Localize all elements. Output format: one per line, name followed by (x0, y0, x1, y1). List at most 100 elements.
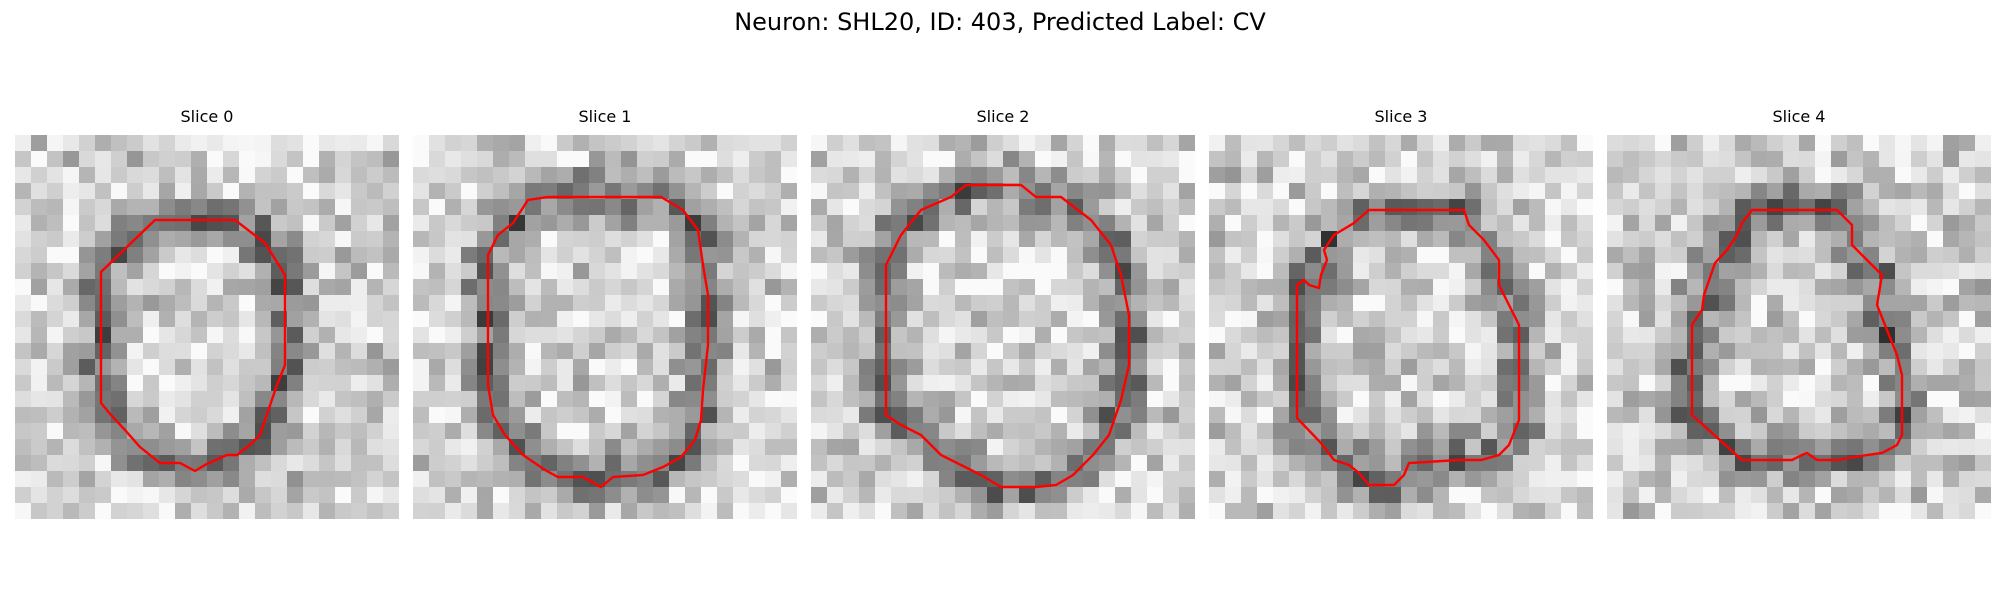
pixel (445, 487, 462, 504)
pixel (987, 151, 1004, 168)
pixel (1067, 359, 1084, 376)
pixel (63, 439, 80, 456)
pixel (367, 423, 384, 440)
pixel (1719, 151, 1736, 168)
pixel (477, 279, 494, 296)
pixel (1337, 327, 1354, 344)
pixel (445, 343, 462, 360)
pixel (1401, 327, 1418, 344)
pixel (1449, 487, 1466, 504)
pixel (1561, 455, 1578, 472)
pixel (1943, 231, 1960, 248)
pixel (1257, 279, 1274, 296)
pixel (1671, 215, 1688, 232)
pixel (1179, 375, 1195, 392)
pixel (207, 311, 224, 328)
pixel (1607, 391, 1624, 408)
pixel (1879, 135, 1896, 152)
pixel (1497, 455, 1514, 472)
pixel (1799, 359, 1816, 376)
pixel (159, 263, 176, 280)
pixel (303, 167, 320, 184)
pixel (47, 359, 64, 376)
pixel (509, 279, 526, 296)
pixel (859, 487, 876, 504)
pixel (843, 295, 860, 312)
pixel (111, 215, 128, 232)
pixel (1655, 503, 1672, 519)
pixel (1943, 247, 1960, 264)
pixel (1927, 263, 1944, 280)
pixel (1067, 215, 1084, 232)
pixel (1703, 135, 1720, 152)
pixel (1529, 135, 1546, 152)
pixel (239, 375, 256, 392)
pixel (1433, 295, 1450, 312)
pixel (1513, 135, 1530, 152)
pixel (765, 135, 782, 152)
pixel (1847, 439, 1864, 456)
pixel (1273, 279, 1290, 296)
pixel (351, 439, 368, 456)
pixel (891, 263, 908, 280)
pixel (1115, 423, 1132, 440)
pixel (159, 231, 176, 248)
pixel (255, 295, 272, 312)
pixel (429, 359, 446, 376)
pixel (127, 391, 144, 408)
pixel (1513, 215, 1530, 232)
pixel (461, 231, 478, 248)
pixel (971, 247, 988, 264)
pixel (413, 487, 430, 504)
pixel (1975, 231, 1991, 248)
pixel (765, 183, 782, 200)
pixel (1879, 199, 1896, 216)
pixel (1815, 263, 1832, 280)
pixel (15, 247, 32, 264)
pixel (461, 263, 478, 280)
pixel (1273, 263, 1290, 280)
pixel (1513, 247, 1530, 264)
pixel (1545, 263, 1562, 280)
pixel (811, 503, 828, 519)
pixel (1639, 279, 1656, 296)
pixel (1131, 167, 1148, 184)
pixel (127, 183, 144, 200)
pixel (843, 471, 860, 488)
pixel (1225, 343, 1242, 360)
pixel (223, 391, 240, 408)
pixel (351, 167, 368, 184)
pixel (1209, 167, 1226, 184)
pixel (159, 247, 176, 264)
pixel (859, 231, 876, 248)
pixel (1671, 295, 1688, 312)
pixel (557, 471, 574, 488)
pixel (1257, 375, 1274, 392)
pixel (653, 279, 670, 296)
pixel (335, 439, 352, 456)
pixel (1257, 295, 1274, 312)
pixel (111, 471, 128, 488)
pixel (653, 327, 670, 344)
pixel (1225, 311, 1242, 328)
pixel (717, 295, 734, 312)
pixel (461, 439, 478, 456)
pixel (1385, 311, 1402, 328)
pixel (1019, 503, 1036, 519)
pixel (1911, 183, 1928, 200)
pixel (1067, 439, 1084, 456)
pixel (669, 327, 686, 344)
pixel (1545, 279, 1562, 296)
pixel (1639, 215, 1656, 232)
pixel (223, 151, 240, 168)
pixel (1545, 183, 1562, 200)
pixel (1655, 375, 1672, 392)
pixel (1735, 471, 1752, 488)
pixel (701, 503, 718, 519)
pixel (1019, 471, 1036, 488)
pixel (1225, 215, 1242, 232)
pixel (351, 247, 368, 264)
pixel (1799, 279, 1816, 296)
pixel (111, 391, 128, 408)
pixel (1051, 391, 1068, 408)
